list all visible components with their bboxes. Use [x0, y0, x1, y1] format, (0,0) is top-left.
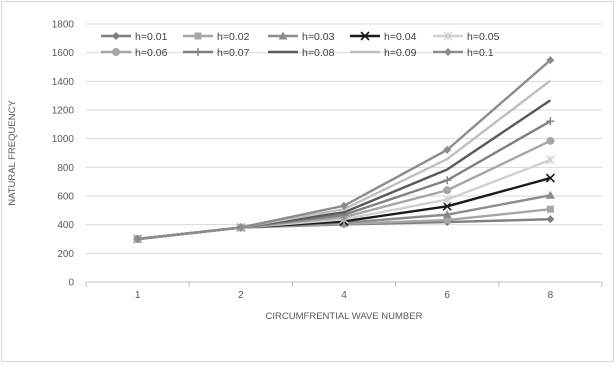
legend-item: h=0.1 — [433, 47, 494, 59]
legend-label: h=0.04 — [384, 31, 417, 43]
legend-item: h=0.06 — [101, 47, 168, 59]
data-point — [443, 31, 453, 41]
data-point — [112, 48, 120, 56]
y-tick-label: 1200 — [52, 106, 75, 117]
data-point — [133, 235, 142, 243]
y-tick-label: 1600 — [52, 48, 75, 59]
data-point — [546, 215, 555, 224]
data-point — [443, 145, 452, 154]
legend-label: h=0.09 — [384, 47, 417, 59]
y-tick-label: 1000 — [52, 134, 75, 145]
data-point — [443, 176, 452, 185]
legend-label: h=0.1 — [467, 47, 494, 59]
y-axis-title: NATURAL FREQUENCY — [7, 100, 18, 206]
data-point — [278, 31, 288, 40]
y-tick-label: 1400 — [52, 77, 75, 88]
legend-label: h=0.05 — [467, 31, 500, 43]
y-tick-label: 200 — [57, 249, 74, 260]
data-point — [546, 205, 554, 213]
data-point — [545, 155, 555, 165]
legend-label: h=0.02 — [217, 31, 250, 43]
data-point — [236, 223, 245, 232]
x-tick-label: 8 — [548, 290, 554, 301]
legend-label: h=0.06 — [135, 47, 168, 59]
axes: 0 200 400 600 800 1000 1200 1400 1600 1800 1 2 4 6 8 — [52, 20, 603, 301]
data-point — [360, 31, 370, 41]
data-point — [545, 190, 555, 199]
legend-item: h=0.04 — [350, 31, 417, 43]
data-point — [442, 210, 452, 219]
legend: h=0.01 h=0.02 h=0.03 h=0.04 h=0.05 h=0.06 h=0.… — [101, 31, 500, 59]
legend-item: h=0.02 — [183, 31, 250, 43]
legend-item: h=0.07 — [183, 47, 250, 59]
series-group — [133, 56, 555, 244]
x-tick-label: 6 — [444, 290, 450, 301]
data-point — [340, 201, 348, 210]
data-point — [545, 173, 555, 183]
legend-label: h=0.03 — [302, 31, 335, 43]
data-point — [442, 195, 452, 205]
y-tick-label: 0 — [68, 278, 74, 289]
data-point — [443, 216, 451, 224]
y-tick-label: 800 — [57, 163, 74, 174]
legend-item: h=0.08 — [268, 47, 335, 59]
data-point — [444, 48, 452, 56]
legend-label: h=0.08 — [302, 47, 335, 59]
x-tick-label: 4 — [341, 290, 347, 301]
legend-item: h=0.01 — [101, 31, 168, 43]
data-point — [442, 201, 452, 211]
y-tick-label: 400 — [57, 220, 74, 231]
x-tick-label: 2 — [238, 290, 244, 301]
legend-item: h=0.03 — [268, 31, 335, 43]
data-point — [443, 186, 452, 195]
data-point — [546, 56, 555, 65]
y-tick-label: 1800 — [52, 20, 75, 31]
legend-item: h=0.05 — [433, 31, 500, 43]
data-point — [546, 117, 555, 126]
legend-label: h=0.07 — [217, 47, 250, 59]
data-point — [546, 136, 555, 145]
x-tick-label: 1 — [135, 290, 141, 301]
gridlines — [86, 23, 602, 254]
legend-item: h=0.09 — [350, 47, 417, 59]
series-h=0.1 — [133, 56, 555, 243]
legend-label: h=0.01 — [135, 31, 168, 43]
y-tick-label: 600 — [57, 192, 74, 203]
data-point — [194, 48, 202, 56]
x-axis-title: CIRCUMFRENTIAL WAVE NUMBER — [266, 311, 423, 322]
data-point — [112, 32, 120, 40]
data-point — [194, 32, 202, 40]
